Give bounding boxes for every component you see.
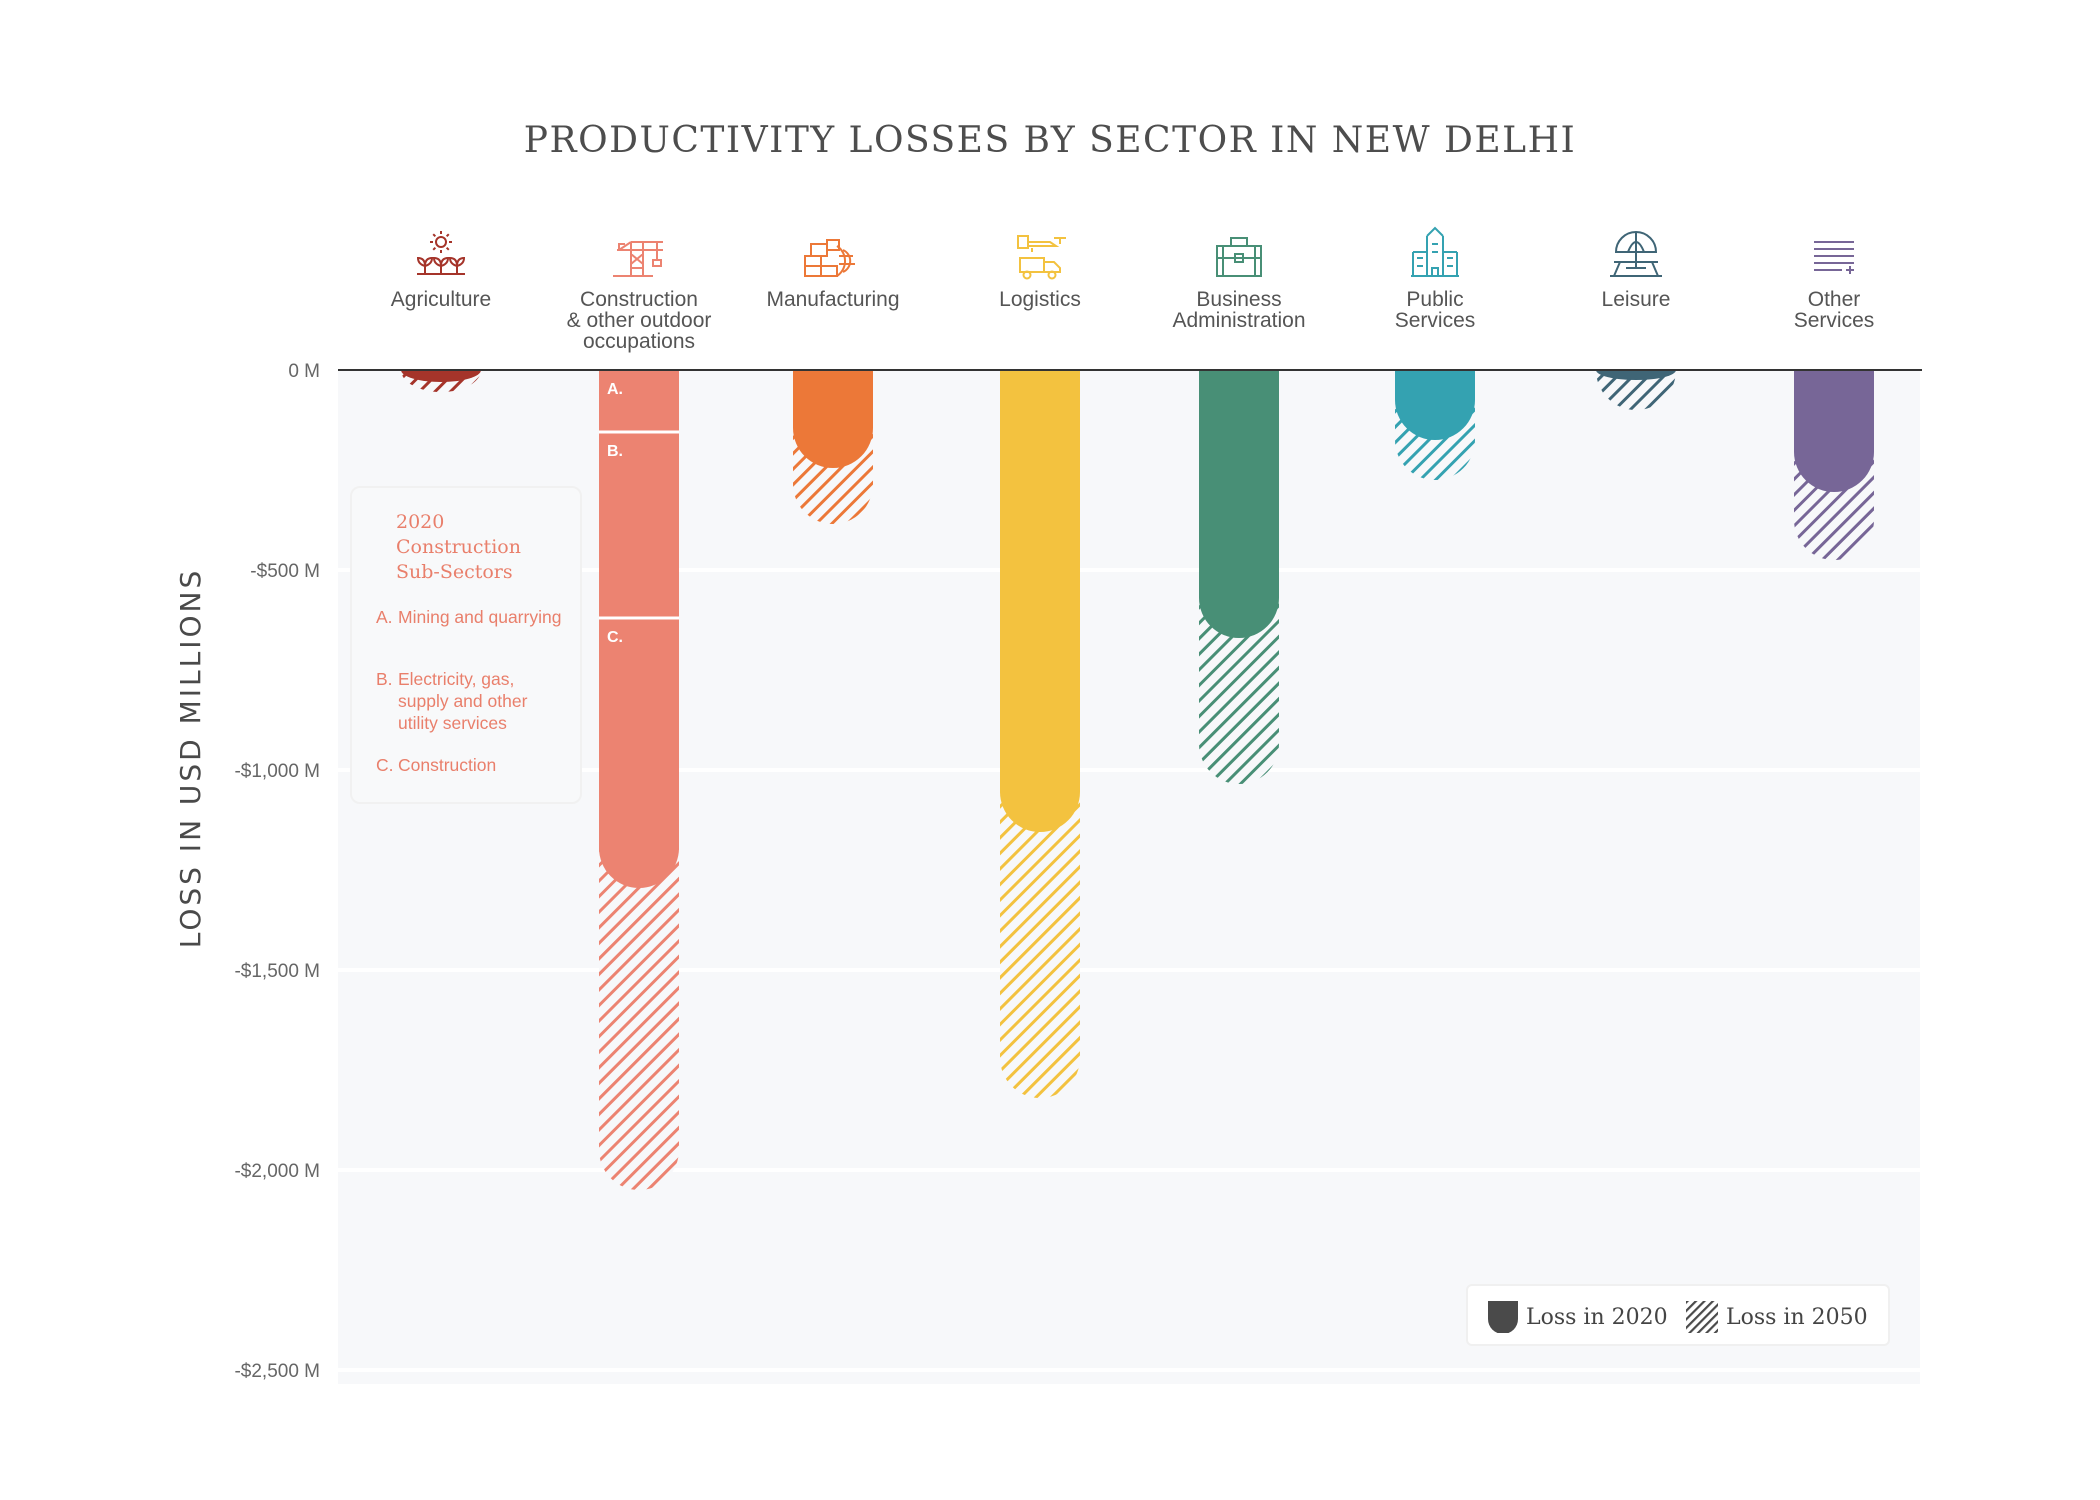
category-labels: Agriculture Construction & other outdoor oc… xyxy=(391,288,1874,353)
category-label: Agriculture xyxy=(391,288,491,311)
chart-title: PRODUCTIVITY LOSSES BY SECTOR IN NEW DEL… xyxy=(523,120,1577,161)
bar-2020 xyxy=(1794,370,1874,492)
bar-2020 xyxy=(599,370,679,888)
bar-2020 xyxy=(1000,370,1080,832)
segment-label: A. xyxy=(607,381,623,398)
subsector-letter: C. xyxy=(376,755,394,775)
bar-2050 xyxy=(1596,370,1676,410)
category-label: Business Administration xyxy=(1172,288,1305,332)
briefcase-icon xyxy=(1216,237,1262,277)
subsector-text: Electricity, gas, supply and other utili… xyxy=(398,669,528,733)
legend-item-2050: Loss in 2050 xyxy=(1686,1301,1868,1333)
category-label: Construction & other outdoor occupations xyxy=(567,288,712,353)
subsector-text: Construction xyxy=(398,755,497,775)
bars: A. B. C. xyxy=(401,370,1874,1190)
bar-2020 xyxy=(1199,370,1279,638)
category-label: Other Services xyxy=(1794,288,1875,332)
category-label: Logistics xyxy=(999,288,1081,311)
solid-swatch-icon xyxy=(1488,1301,1518,1333)
legend-item-2020: Loss in 2020 xyxy=(1488,1301,1668,1333)
y-tick-label: -$1,500 M xyxy=(234,961,320,982)
subsector-title: 2020 Construction Sub-Sectors xyxy=(396,511,521,583)
y-axis-label: LOSS IN USD MILLIONS xyxy=(174,568,207,949)
segment-label: C. xyxy=(607,629,623,646)
hatched-swatch-icon xyxy=(1686,1301,1718,1333)
legend-label-2050: Loss in 2050 xyxy=(1726,1304,1868,1330)
subsector-item-c: C. Construction xyxy=(376,754,572,776)
y-tick-label: -$2,000 M xyxy=(234,1161,320,1182)
bar-2050 xyxy=(599,848,679,1190)
subsector-letter: B. xyxy=(376,669,393,689)
bar-2020 xyxy=(793,370,873,468)
y-tick-label: -$1,000 M xyxy=(234,761,320,782)
public-building-icon xyxy=(1411,226,1459,277)
subsector-legend: 2020 Construction Sub-Sectors A. Mining a… xyxy=(350,486,582,804)
y-tick-label: -$2,500 M xyxy=(234,1361,320,1382)
sector-icons xyxy=(416,226,1854,280)
bar-2020 xyxy=(1596,370,1676,380)
category-label: Public Services xyxy=(1395,288,1476,332)
truck-drone-icon xyxy=(1017,235,1066,280)
crane-icon xyxy=(613,241,663,277)
subsector-text: Mining and quarrying xyxy=(398,607,562,627)
y-axis-ticks: 0 M -$500 M -$1,000 M -$1,500 M -$2,000 M -$2… xyxy=(234,361,320,1382)
factory-crates-icon xyxy=(804,239,855,277)
segment-label: B. xyxy=(607,443,623,460)
bar-2050 xyxy=(1199,598,1279,784)
category-label: Leisure xyxy=(1602,288,1671,311)
y-tick-label: -$500 M xyxy=(250,561,320,582)
umbrella-table-icon xyxy=(1610,231,1662,277)
list-plus-icon xyxy=(1814,241,1854,274)
legend-label-2020: Loss in 2020 xyxy=(1526,1304,1668,1330)
subsector-item-a: A. Mining and quarrying xyxy=(376,606,572,628)
bar-2020 xyxy=(401,370,481,382)
bar-2050 xyxy=(1000,792,1080,1098)
category-label: Manufacturing xyxy=(766,288,899,311)
plant-sun-icon xyxy=(416,231,466,275)
subsector-item-b: B. Electricity, gas, supply and other uti… xyxy=(376,668,572,734)
bar-2020 xyxy=(1395,370,1475,440)
chart-legend: Loss in 2020 Loss in 2050 xyxy=(1466,1284,1890,1346)
y-tick-label: 0 M xyxy=(288,361,320,382)
subsector-letter: A. xyxy=(376,607,393,627)
